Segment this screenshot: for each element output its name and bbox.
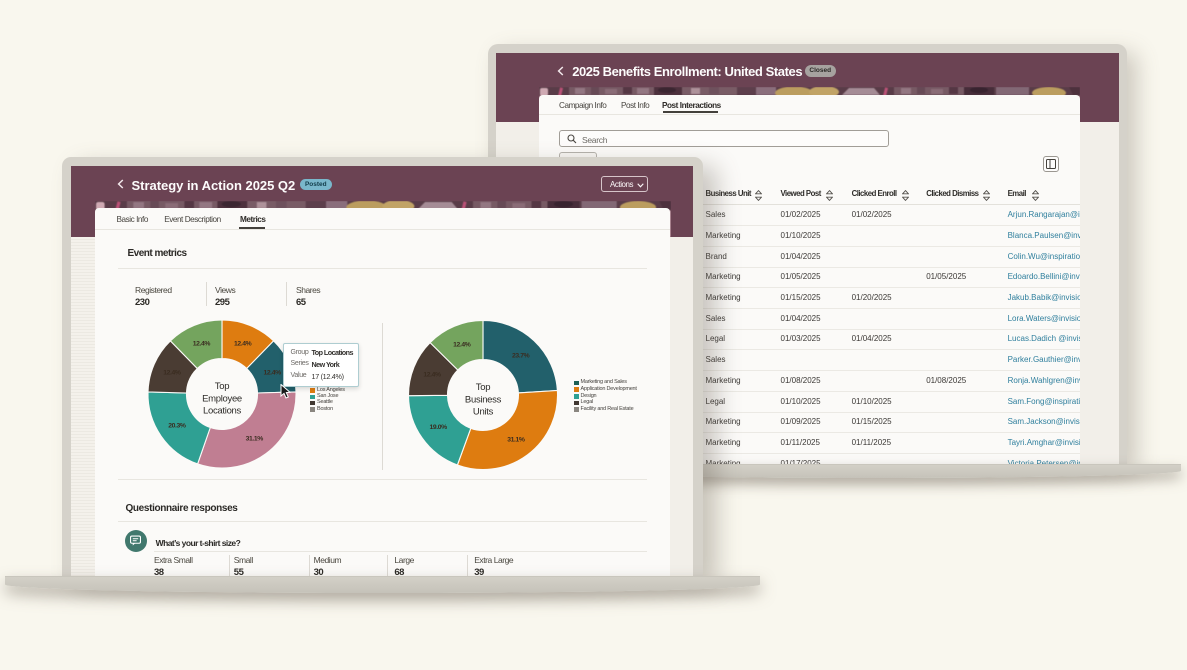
svg-text:12.4%: 12.4%	[453, 342, 471, 349]
svg-text:12.4%: 12.4%	[263, 370, 281, 377]
svg-text:Locations: Locations	[203, 406, 242, 417]
svg-text:31.1%: 31.1%	[245, 436, 263, 443]
svg-text:20.3%: 20.3%	[168, 423, 186, 430]
svg-text:Employee: Employee	[202, 394, 242, 405]
svg-text:Top: Top	[476, 382, 490, 393]
svg-text:Top: Top	[214, 381, 228, 392]
svg-text:12.4%: 12.4%	[423, 372, 441, 379]
svg-text:12.4%: 12.4%	[192, 341, 210, 348]
svg-text:Business: Business	[465, 394, 502, 405]
svg-text:Units: Units	[473, 406, 494, 417]
svg-text:12.4%: 12.4%	[233, 341, 251, 348]
svg-text:31.1%: 31.1%	[507, 436, 525, 443]
svg-text:12.4%: 12.4%	[163, 370, 181, 377]
svg-text:23.7%: 23.7%	[512, 352, 530, 359]
svg-text:19.0%: 19.0%	[429, 424, 447, 431]
